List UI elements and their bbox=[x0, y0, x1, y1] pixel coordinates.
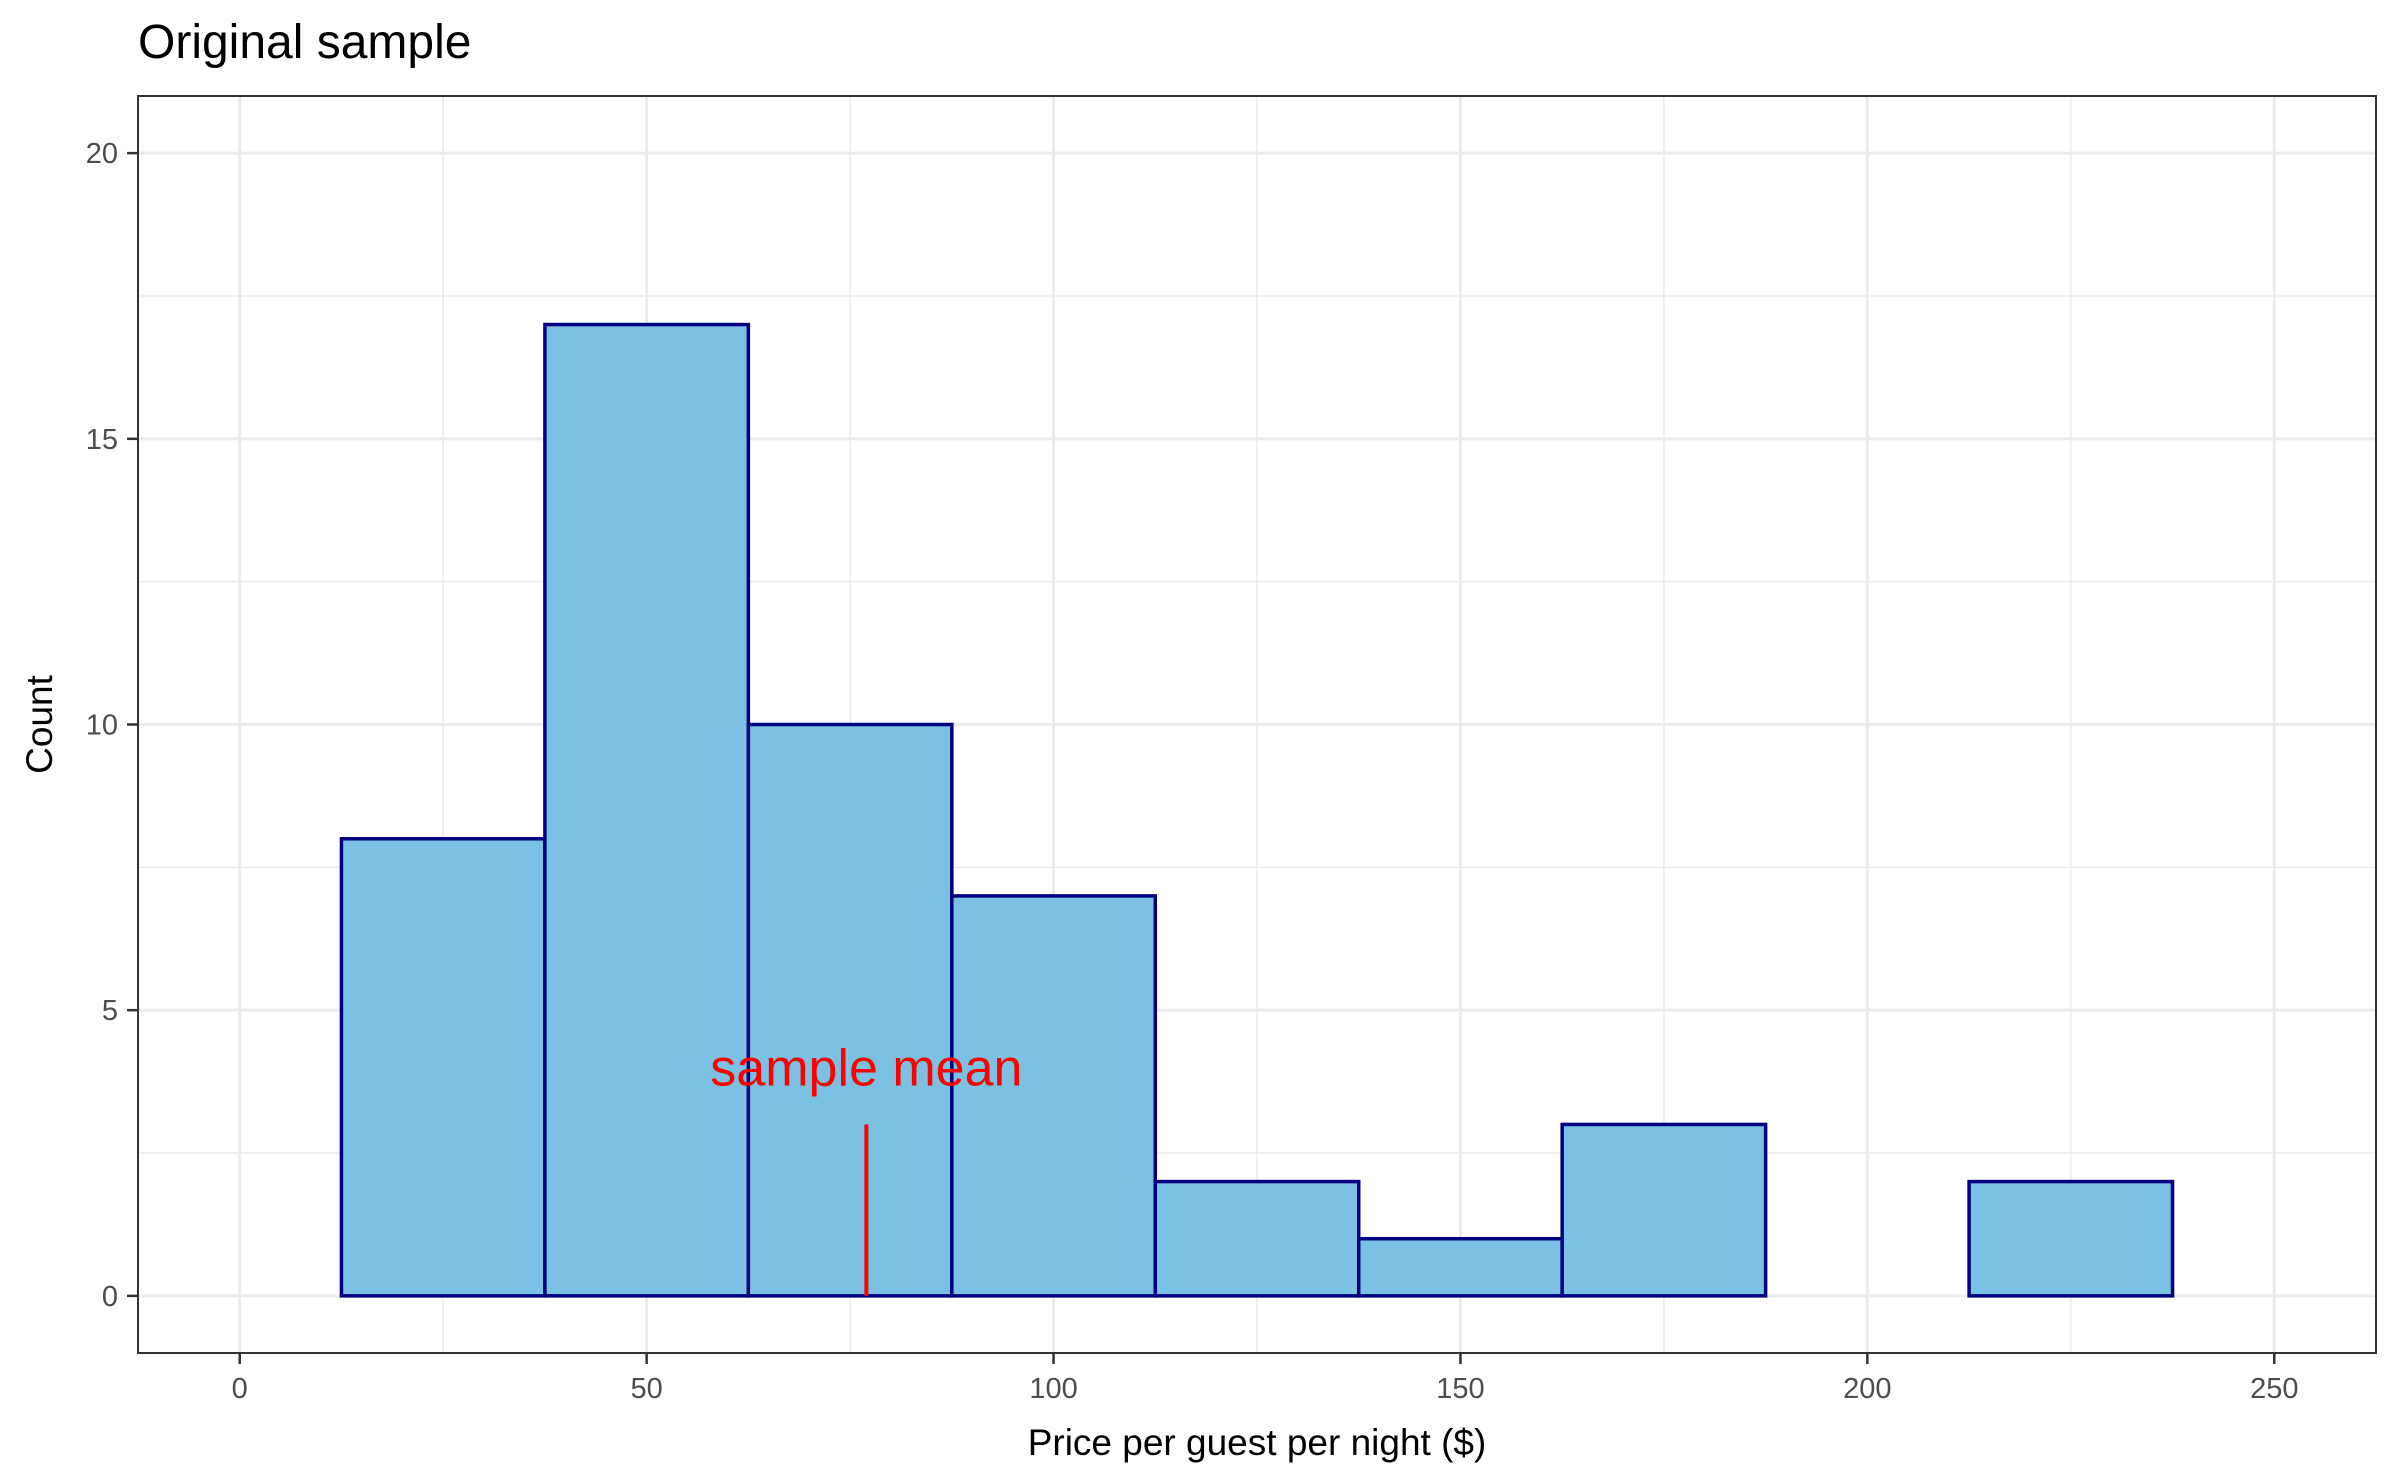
mean-label: sample mean bbox=[710, 1039, 1022, 1097]
y-tick-label: 20 bbox=[86, 138, 118, 170]
x-axis-title: Price per guest per night ($) bbox=[1028, 1422, 1487, 1463]
y-tick-label: 10 bbox=[86, 710, 118, 742]
histogram-bar-5 bbox=[1153, 1179, 1361, 1298]
x-tick-label: 0 bbox=[232, 1373, 248, 1405]
histogram-bar-1 bbox=[339, 837, 547, 1298]
x-tick-label: 100 bbox=[1029, 1373, 1077, 1405]
x-tick-label: 50 bbox=[631, 1373, 663, 1405]
mean-annotation: sample mean bbox=[710, 1039, 1022, 1296]
histogram-bars bbox=[339, 322, 2175, 1298]
y-axis-title: Count bbox=[19, 674, 60, 773]
histogram-bar-4 bbox=[950, 894, 1158, 1298]
y-axis: 0 5 10 15 20 bbox=[86, 138, 138, 1313]
y-tick-label: 0 bbox=[102, 1281, 118, 1313]
histogram-bar-9 bbox=[1967, 1179, 2175, 1298]
x-axis: 0 50 100 150 200 250 bbox=[232, 1353, 2298, 1405]
x-tick-label: 200 bbox=[1843, 1373, 1891, 1405]
y-tick-label: 15 bbox=[86, 424, 118, 456]
chart-title: Original sample bbox=[138, 16, 471, 69]
histogram-bar-2 bbox=[543, 322, 751, 1298]
y-tick-label: 5 bbox=[102, 995, 118, 1027]
x-tick-label: 150 bbox=[1436, 1373, 1484, 1405]
histogram-bar-7 bbox=[1560, 1122, 1768, 1298]
x-tick-label: 250 bbox=[2250, 1373, 2298, 1405]
histogram-bar-3 bbox=[746, 722, 954, 1298]
histogram-bar-6 bbox=[1356, 1236, 1564, 1298]
